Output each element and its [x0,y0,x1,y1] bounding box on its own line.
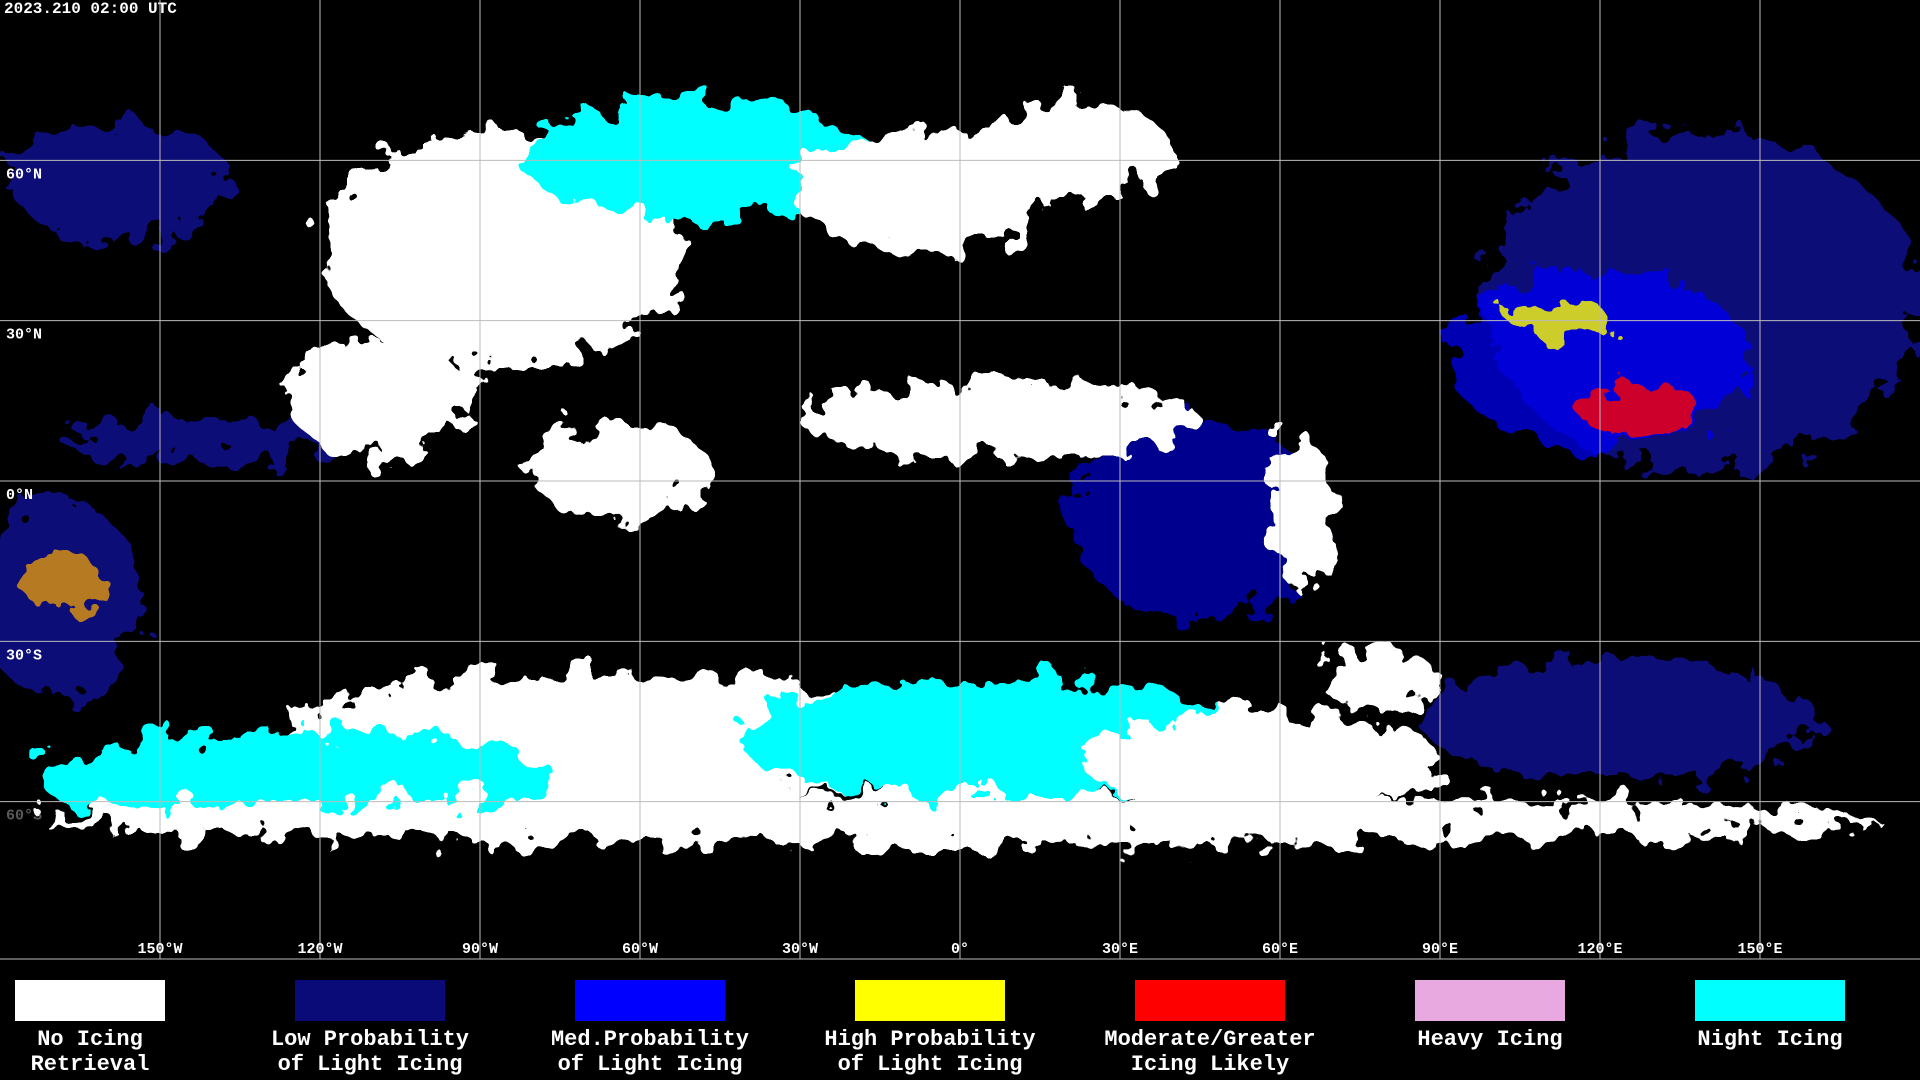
lon-label: 150°W [137,941,182,958]
legend-label: of Light Icing [838,1052,1023,1077]
lon-label: 120°W [297,941,342,958]
lon-label: 150°E [1737,941,1782,958]
legend-label: of Light Icing [278,1052,463,1077]
cloud-imagery [0,100,1920,845]
legend-label: Heavy Icing [1417,1027,1562,1052]
lon-label: 0° [951,941,969,958]
legend-swatch [295,980,445,1021]
lat-label: 30°N [6,327,42,344]
legend-swatch [1135,980,1285,1021]
legend-label: Low Probability [271,1027,469,1052]
legend-label: High Probability [824,1027,1035,1052]
lat-label: 60°N [6,166,42,183]
lon-label: 90°W [462,941,498,958]
lon-label: 30°E [1102,941,1138,958]
legend-swatch [855,980,1005,1021]
lat-label: 0°N [6,487,33,504]
lon-label: 60°W [622,941,658,958]
legend-label: Icing Likely [1131,1052,1289,1077]
legend-swatch [575,980,725,1021]
lon-label: 90°E [1422,941,1458,958]
lat-label: 60°S [6,808,42,825]
legend-label: Moderate/Greater [1104,1027,1315,1052]
legend-label: Med.Probability [551,1027,749,1052]
lon-label: 60°E [1262,941,1298,958]
legend-swatch [1415,980,1565,1021]
lon-label: 30°W [782,941,818,958]
legend-label: No Icing [37,1027,143,1052]
lon-label: 120°E [1577,941,1622,958]
legend-swatch [1695,980,1845,1021]
legend-label: Night Icing [1697,1027,1842,1052]
timestamp: 2023.210 02:00 UTC [4,0,177,18]
legend-swatch [15,980,165,1021]
lat-label: 30°S [6,647,42,664]
legend-label: of Light Icing [558,1052,743,1077]
legend-label: Retrieval [31,1052,150,1077]
